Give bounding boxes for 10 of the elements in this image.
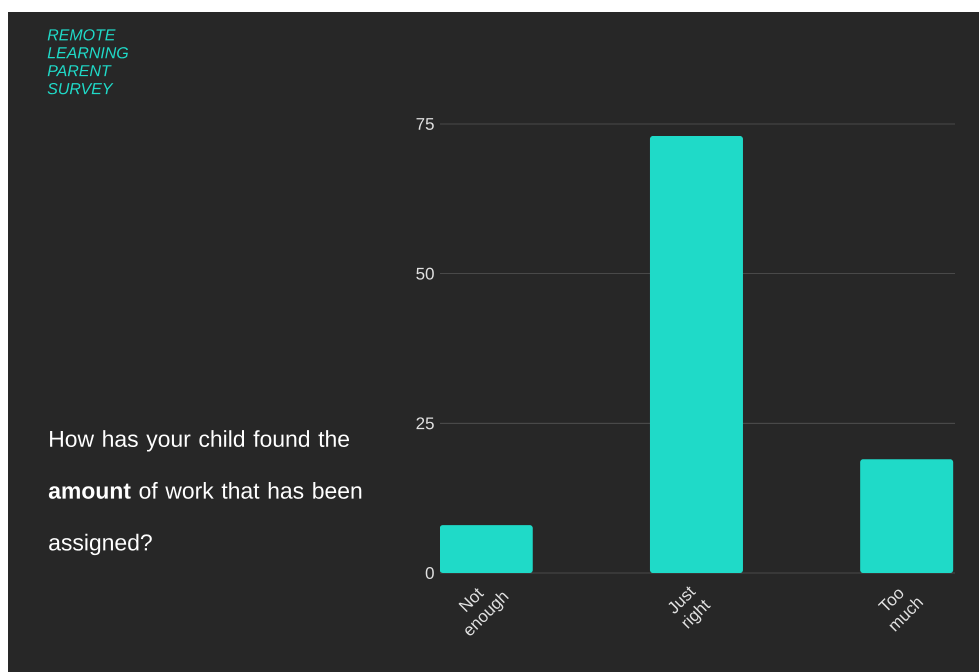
text: REMOTE LEARNING PARENT SURVEY — [48, 29, 128, 94]
bar — [440, 525, 533, 573]
y-tick-label: 75 — [416, 118, 434, 130]
y-tick-label: 0 — [426, 566, 434, 579]
bar — [650, 136, 743, 573]
y-tick-label: 25 — [416, 417, 434, 430]
bar — [860, 459, 954, 573]
x-tick-label: Just right — [668, 586, 711, 629]
text: How has your child found the amount of work that has been assigned? — [48, 430, 362, 556]
y-tick-label: 50 — [416, 268, 434, 280]
